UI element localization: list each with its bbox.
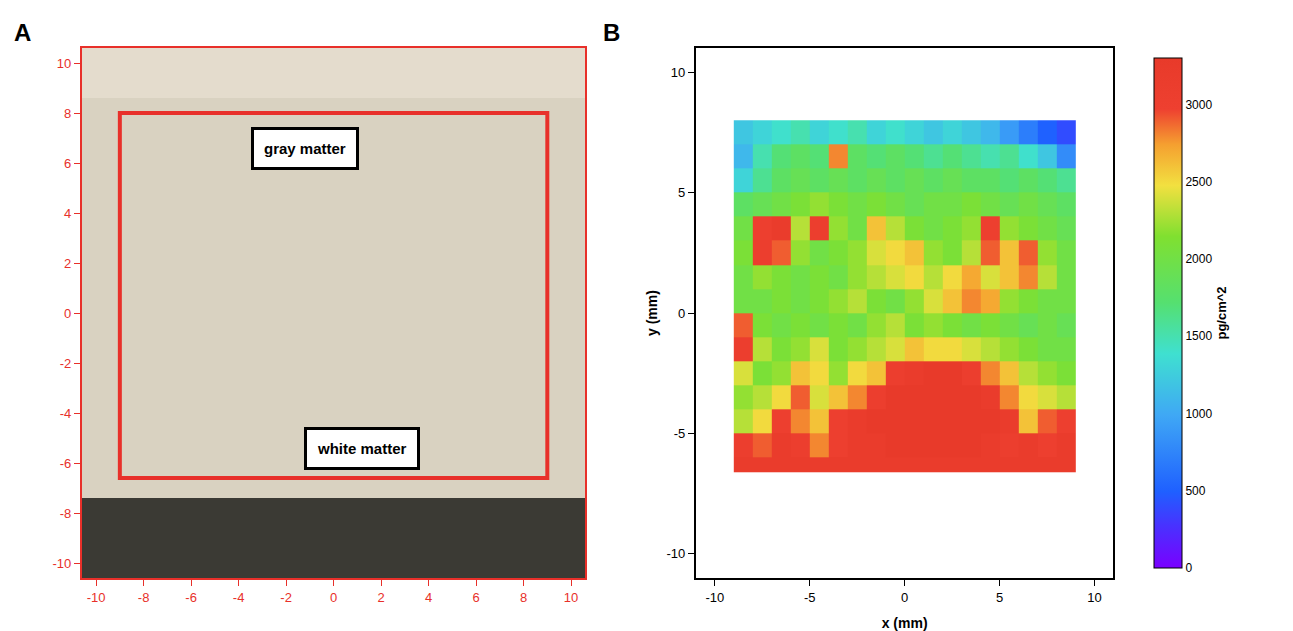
svg-text:6: 6 xyxy=(472,590,479,605)
svg-text:-6: -6 xyxy=(185,590,197,605)
svg-text:4: 4 xyxy=(425,590,432,605)
svg-text:0: 0 xyxy=(64,306,71,321)
svg-text:6: 6 xyxy=(64,156,71,171)
svg-text:-10: -10 xyxy=(705,590,724,605)
svg-text:2500: 2500 xyxy=(1185,175,1212,189)
svg-text:-5: -5 xyxy=(804,590,816,605)
svg-text:0: 0 xyxy=(330,590,337,605)
svg-text:1500: 1500 xyxy=(1185,329,1212,343)
svg-text:-2: -2 xyxy=(280,590,292,605)
svg-text:2: 2 xyxy=(64,256,71,271)
svg-text:3000: 3000 xyxy=(1185,98,1212,112)
svg-text:-6: -6 xyxy=(60,456,72,471)
svg-text:5: 5 xyxy=(996,590,1003,605)
svg-text:1000: 1000 xyxy=(1185,407,1212,421)
svg-text:-10: -10 xyxy=(52,556,71,571)
svg-text:B: B xyxy=(603,19,620,46)
svg-text:4: 4 xyxy=(64,206,71,221)
svg-text:10: 10 xyxy=(564,590,578,605)
svg-text:-8: -8 xyxy=(60,506,72,521)
svg-text:500: 500 xyxy=(1185,484,1205,498)
svg-text:10: 10 xyxy=(671,65,685,80)
svg-text:-10: -10 xyxy=(87,590,106,605)
svg-text:-10: -10 xyxy=(666,546,685,561)
svg-text:x (mm): x (mm) xyxy=(882,615,928,631)
svg-text:-4: -4 xyxy=(233,590,245,605)
svg-text:10: 10 xyxy=(1087,590,1101,605)
svg-text:white matter: white matter xyxy=(317,440,407,457)
svg-text:5: 5 xyxy=(678,185,685,200)
svg-text:0: 0 xyxy=(678,306,685,321)
svg-text:-4: -4 xyxy=(60,406,72,421)
svg-text:0: 0 xyxy=(1185,561,1192,575)
svg-text:2000: 2000 xyxy=(1185,252,1212,266)
svg-text:pg/cm^2: pg/cm^2 xyxy=(1214,286,1229,339)
svg-text:A: A xyxy=(14,19,31,46)
svg-text:2: 2 xyxy=(377,590,384,605)
svg-text:8: 8 xyxy=(64,106,71,121)
svg-text:10: 10 xyxy=(57,56,71,71)
svg-text:-2: -2 xyxy=(60,356,72,371)
svg-text:0: 0 xyxy=(901,590,908,605)
svg-text:-8: -8 xyxy=(138,590,150,605)
svg-text:gray matter: gray matter xyxy=(264,140,346,157)
svg-text:8: 8 xyxy=(520,590,527,605)
svg-text:-5: -5 xyxy=(674,426,686,441)
svg-text:y (mm): y (mm) xyxy=(644,290,660,336)
